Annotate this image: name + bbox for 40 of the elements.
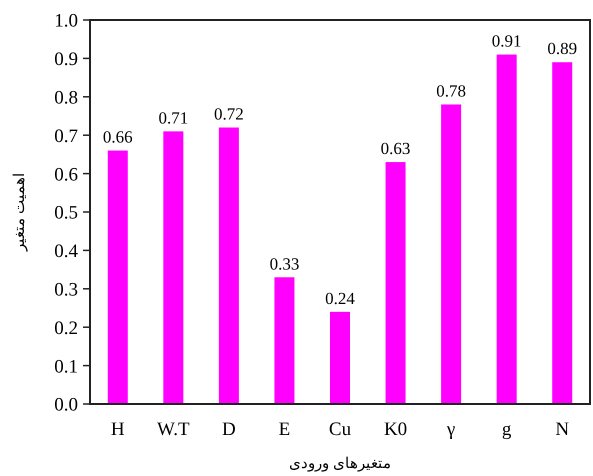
bar: [441, 104, 462, 404]
y-tick-label: 0.4: [54, 241, 78, 262]
data-label: 0.33: [270, 254, 300, 274]
y-tick-label: 0.9: [54, 49, 78, 70]
data-label: 0.63: [380, 139, 410, 158]
y-tick-label: 0.3: [54, 279, 78, 300]
y-tick-label: 0.7: [54, 126, 78, 147]
data-label: 0.72: [214, 104, 244, 124]
bar: [163, 131, 184, 404]
bar: [330, 312, 350, 404]
x-tick-label: E: [278, 419, 290, 440]
data-label: 0.24: [325, 288, 356, 308]
x-tick-label: Cu: [328, 419, 352, 440]
x-tick-label: g: [502, 419, 512, 440]
x-tick-label: γ: [446, 419, 456, 440]
y-tick-label: 0.0: [54, 394, 78, 416]
bar: [552, 62, 572, 404]
data-label: 0.89: [547, 39, 578, 58]
bar: [108, 150, 128, 404]
bar: [218, 128, 239, 404]
bar: [386, 162, 406, 404]
data-label: 0.91: [492, 32, 522, 51]
x-axis-title: متغیرهای ورودی: [289, 456, 391, 472]
data-label: 0.78: [436, 81, 466, 100]
y-tick-label: 0.8: [54, 87, 78, 108]
data-label: 0.71: [158, 108, 188, 128]
y-tick-label: 0.1: [54, 356, 78, 378]
y-tick-label: 0.5: [54, 202, 78, 224]
y-axis-title: اهمیت متغیر: [12, 173, 28, 252]
data-label: 0.66: [102, 128, 133, 147]
x-tick-label: H: [110, 419, 125, 440]
y-tick-label: 1.0: [54, 10, 78, 32]
x-tick-label: W.T: [157, 419, 190, 440]
x-tick-label: D: [222, 419, 236, 440]
x-tick-label: N: [555, 419, 570, 440]
bar: [274, 277, 294, 404]
x-tick-label: K0: [384, 419, 408, 440]
bar: [496, 54, 517, 404]
y-tick-label: 0.6: [54, 164, 78, 186]
y-tick-label: 0.2: [54, 318, 78, 339]
